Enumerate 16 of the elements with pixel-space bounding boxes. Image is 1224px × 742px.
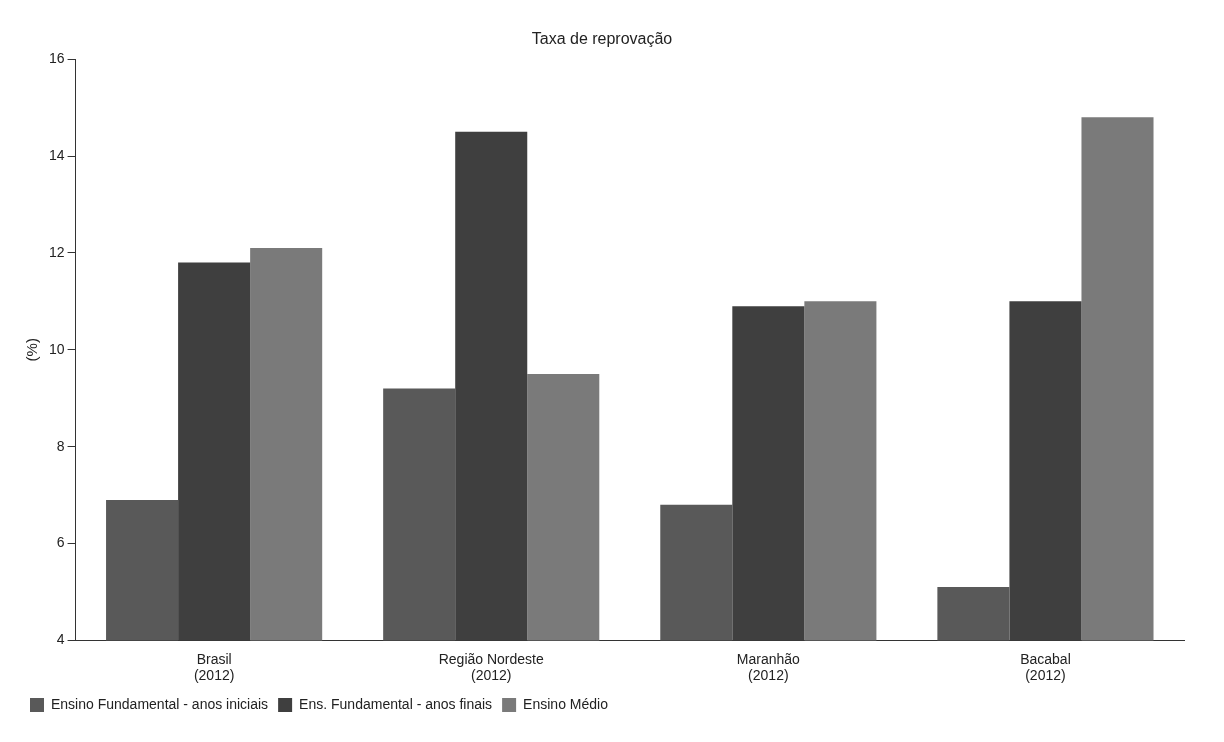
y-tick-label: 4 xyxy=(56,631,65,648)
x-tick-label: Maranhão (2012) xyxy=(736,650,801,684)
y-axis-title: (%) xyxy=(23,338,41,362)
x-tick-label: Bacabal (2012) xyxy=(1020,650,1071,684)
chart-title: Taxa de reprovação xyxy=(531,30,673,48)
y-tick-label: 6 xyxy=(56,534,65,551)
y-tick-label: 16 xyxy=(48,50,65,67)
x-tick-label: Região Nordeste (2012) xyxy=(438,650,544,684)
legend-label: Ensino Fundamental - anos iniciais xyxy=(51,695,269,712)
y-tick-label: 8 xyxy=(56,437,65,454)
y-tick-label: 12 xyxy=(48,243,65,260)
y-tick-label: 14 xyxy=(48,146,65,163)
legend-label: Ensino Médio xyxy=(523,695,609,712)
legend-label: Ens. Fundamental - anos finais xyxy=(299,695,493,712)
y-tick-label: 10 xyxy=(48,340,65,357)
x-tick-label: Brasil (2012) xyxy=(193,650,235,684)
